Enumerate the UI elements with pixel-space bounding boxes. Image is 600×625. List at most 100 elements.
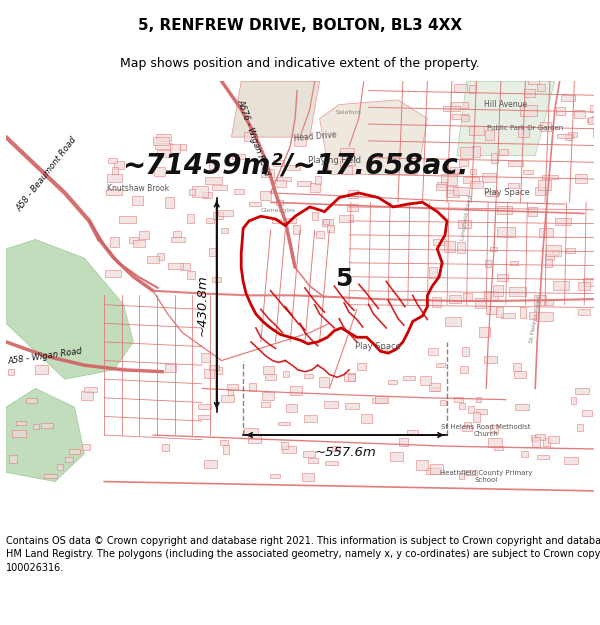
Text: Play Space: Play Space: [355, 342, 401, 351]
Bar: [312, 212, 318, 220]
Bar: [170, 237, 185, 242]
Text: Playing Field: Playing Field: [308, 156, 361, 165]
Bar: [155, 143, 172, 149]
Bar: [69, 449, 80, 454]
Bar: [227, 384, 238, 390]
Bar: [430, 464, 443, 474]
Bar: [260, 191, 271, 200]
Bar: [454, 169, 463, 174]
Text: Head Drive: Head Drive: [293, 131, 337, 144]
Bar: [440, 400, 446, 405]
Bar: [212, 277, 221, 282]
Bar: [521, 451, 527, 457]
Bar: [244, 132, 251, 141]
Bar: [407, 430, 418, 434]
Bar: [545, 254, 554, 260]
Bar: [12, 430, 26, 437]
Bar: [41, 422, 53, 428]
Bar: [108, 158, 118, 164]
Bar: [244, 428, 258, 434]
Bar: [509, 288, 526, 296]
Bar: [348, 374, 355, 381]
Bar: [304, 451, 314, 457]
Text: Gleneagles: Gleneagles: [261, 208, 296, 212]
Bar: [340, 148, 353, 156]
Bar: [535, 187, 546, 195]
Bar: [347, 204, 358, 211]
Text: 5, RENFREW DRIVE, BOLTON, BL3 4XX: 5, RENFREW DRIVE, BOLTON, BL3 4XX: [138, 19, 462, 34]
Bar: [197, 404, 211, 409]
Bar: [248, 383, 256, 391]
Bar: [479, 327, 490, 338]
Bar: [528, 78, 539, 84]
Text: A676 - Wigan Road: A676 - Wigan Road: [236, 98, 272, 176]
Bar: [520, 308, 526, 318]
Bar: [209, 248, 216, 256]
Bar: [485, 131, 494, 140]
Bar: [566, 248, 575, 252]
Bar: [491, 152, 499, 163]
Bar: [285, 218, 296, 223]
Bar: [164, 197, 173, 208]
Bar: [475, 298, 486, 308]
Bar: [273, 181, 286, 188]
Bar: [154, 137, 169, 145]
Bar: [485, 260, 491, 267]
Bar: [375, 396, 388, 402]
Bar: [470, 169, 476, 174]
Bar: [340, 159, 347, 167]
Bar: [485, 191, 497, 196]
Bar: [536, 312, 553, 321]
Bar: [272, 219, 281, 223]
Bar: [449, 296, 461, 303]
Bar: [381, 348, 387, 352]
Bar: [249, 202, 261, 206]
Bar: [205, 177, 223, 184]
Bar: [302, 474, 314, 481]
Bar: [484, 356, 497, 362]
Bar: [568, 132, 577, 137]
Bar: [191, 186, 208, 197]
Bar: [535, 434, 545, 440]
Bar: [459, 403, 464, 409]
Bar: [161, 444, 169, 451]
Bar: [234, 189, 244, 194]
Bar: [463, 426, 472, 431]
Bar: [490, 247, 497, 251]
Bar: [209, 162, 218, 169]
Bar: [437, 182, 446, 188]
Bar: [286, 404, 297, 412]
Bar: [433, 239, 446, 244]
Bar: [497, 206, 512, 214]
Bar: [201, 353, 211, 362]
Text: Public Park Or Garden: Public Park Or Garden: [487, 125, 563, 131]
Bar: [223, 445, 229, 454]
Bar: [400, 438, 409, 446]
Bar: [57, 464, 63, 469]
Bar: [545, 300, 553, 305]
Bar: [107, 174, 122, 181]
Bar: [188, 189, 195, 195]
Bar: [490, 424, 498, 433]
Bar: [304, 415, 317, 422]
Bar: [564, 457, 578, 464]
Bar: [325, 461, 338, 466]
Bar: [248, 435, 260, 443]
Bar: [462, 347, 469, 356]
Bar: [523, 170, 533, 174]
Bar: [157, 150, 171, 157]
Bar: [81, 391, 93, 401]
Bar: [553, 281, 569, 291]
Bar: [463, 177, 479, 183]
Bar: [426, 468, 440, 474]
Bar: [372, 398, 387, 402]
Bar: [431, 387, 439, 391]
Bar: [157, 134, 171, 141]
Bar: [565, 135, 572, 141]
Bar: [590, 105, 600, 112]
Bar: [452, 114, 468, 119]
Bar: [283, 446, 296, 453]
Polygon shape: [6, 239, 133, 379]
Bar: [443, 106, 460, 111]
Bar: [147, 256, 159, 263]
